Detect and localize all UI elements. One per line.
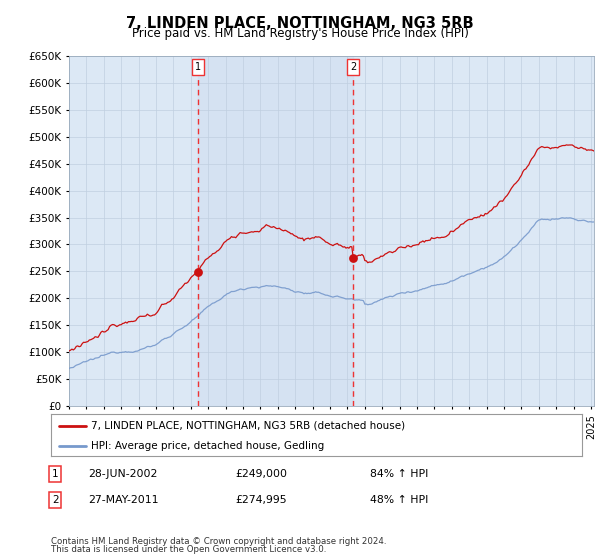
Text: HPI: Average price, detached house, Gedling: HPI: Average price, detached house, Gedl… [91, 441, 324, 451]
Text: Contains HM Land Registry data © Crown copyright and database right 2024.: Contains HM Land Registry data © Crown c… [51, 537, 386, 546]
Text: 84% ↑ HPI: 84% ↑ HPI [370, 469, 428, 479]
Point [193, 268, 203, 277]
Text: 48% ↑ HPI: 48% ↑ HPI [370, 495, 428, 505]
Bar [198, 56, 353, 406]
Text: 1: 1 [195, 62, 201, 72]
Text: £249,000: £249,000 [235, 469, 287, 479]
Point [349, 254, 358, 263]
Text: 7, LINDEN PLACE, NOTTINGHAM, NG3 5RB: 7, LINDEN PLACE, NOTTINGHAM, NG3 5RB [126, 16, 474, 31]
Text: 2: 2 [350, 62, 356, 72]
Text: 1: 1 [52, 469, 59, 479]
Text: £274,995: £274,995 [235, 495, 287, 505]
Text: 28-JUN-2002: 28-JUN-2002 [88, 469, 158, 479]
Text: Price paid vs. HM Land Registry's House Price Index (HPI): Price paid vs. HM Land Registry's House … [131, 27, 469, 40]
Text: 7, LINDEN PLACE, NOTTINGHAM, NG3 5RB (detached house): 7, LINDEN PLACE, NOTTINGHAM, NG3 5RB (de… [91, 421, 405, 431]
Text: 27-MAY-2011: 27-MAY-2011 [88, 495, 158, 505]
Text: 2: 2 [52, 495, 59, 505]
Text: This data is licensed under the Open Government Licence v3.0.: This data is licensed under the Open Gov… [51, 545, 326, 554]
